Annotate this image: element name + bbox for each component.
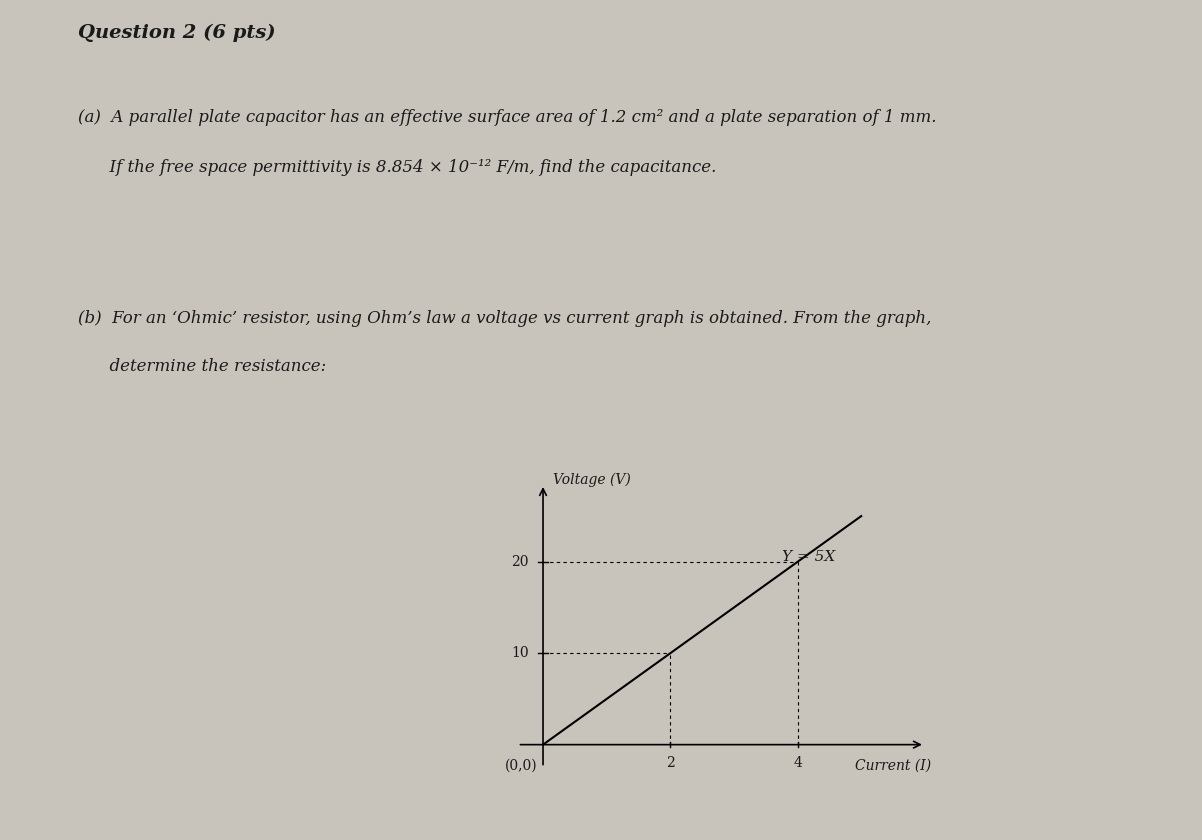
Text: Current (I): Current (I) bbox=[855, 759, 932, 772]
Text: Voltage (V): Voltage (V) bbox=[553, 472, 630, 486]
Text: (a)  A parallel plate capacitor has an effective surface area of 1.2 cm² and a p: (a) A parallel plate capacitor has an ef… bbox=[78, 109, 936, 126]
Text: If the free space permittivity is 8.854 × 10⁻¹² F/m, find the capacitance.: If the free space permittivity is 8.854 … bbox=[78, 160, 716, 176]
Text: 4: 4 bbox=[793, 756, 802, 769]
Text: 2: 2 bbox=[666, 756, 674, 769]
Text: Y = 5X: Y = 5X bbox=[781, 550, 835, 564]
Text: (0,0): (0,0) bbox=[505, 759, 537, 772]
Text: Question 2 (6 pts): Question 2 (6 pts) bbox=[78, 24, 275, 42]
Text: (b)  For an ‘Ohmic’ resistor, using Ohm’s law a voltage vs current graph is obta: (b) For an ‘Ohmic’ resistor, using Ohm’s… bbox=[78, 311, 932, 328]
Text: determine the resistance:: determine the resistance: bbox=[78, 359, 327, 375]
Text: 10: 10 bbox=[511, 646, 529, 660]
Text: 20: 20 bbox=[512, 554, 529, 569]
